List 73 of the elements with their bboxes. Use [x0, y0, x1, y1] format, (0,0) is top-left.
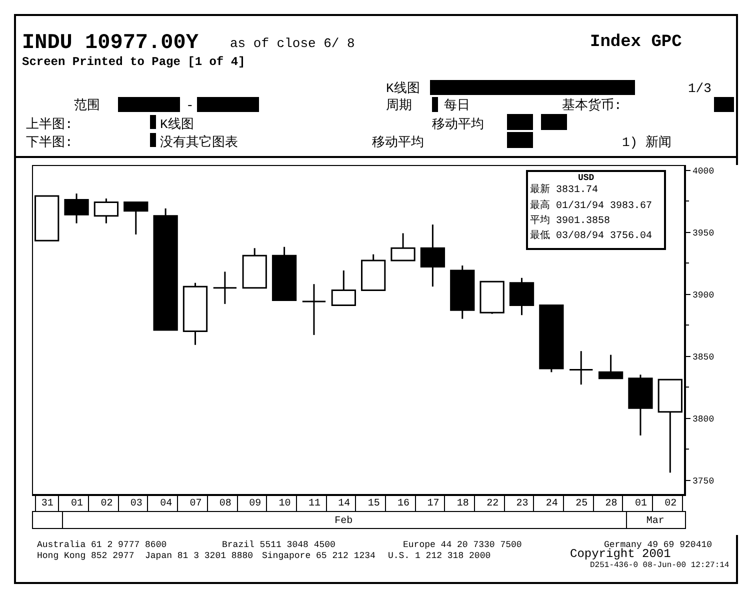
x-tick-label: 15: [368, 498, 380, 510]
x-tick-label: 11: [308, 498, 320, 510]
x-tick-label: 10: [278, 498, 291, 510]
x-tick-label: 01: [634, 498, 647, 510]
x-tick-label: 17: [427, 498, 440, 510]
text: 每日: [444, 98, 470, 113]
x-tick-label: 31: [41, 498, 54, 510]
x-tick-label: 18: [456, 498, 469, 510]
y-tick-label: 3850: [692, 352, 714, 363]
text: 移动平均: [432, 117, 484, 132]
y-tick-label: 4000: [692, 166, 714, 176]
candlestick: [124, 201, 148, 236]
text: Europe 44 20 7330 7500: [403, 540, 522, 550]
text: 周期: [386, 98, 412, 113]
x-tick-label: 04: [160, 498, 172, 510]
text: 上半图:: [26, 117, 73, 132]
text: as of close 6/ 8: [230, 36, 355, 51]
annotation: 平均 3901.3858: [530, 216, 610, 227]
x-tick-label: 09: [249, 498, 262, 510]
text: K线图: [386, 81, 420, 96]
annotation: USD: [578, 173, 594, 183]
text: Singapore 65 212 1234: [262, 551, 376, 561]
text: D251-436-0 08-Jun-00 12:27:14: [590, 561, 730, 570]
candlestick: [212, 270, 238, 305]
text: K线图: [160, 117, 194, 132]
text: -: [186, 98, 194, 113]
text: Australia 61 2 9777 8600: [37, 540, 167, 550]
candlestick: [302, 283, 326, 336]
candlestick: [598, 354, 624, 380]
x-tick-label: 03: [130, 498, 142, 510]
text: 下半图:: [26, 135, 73, 150]
y-tick-label: 3950: [692, 228, 714, 238]
y-tick-label: 3900: [692, 290, 714, 301]
x-tick-label: 08: [219, 498, 232, 510]
text: 基本货币:: [562, 98, 622, 113]
annotation: 最新 3831.74: [530, 185, 598, 196]
text: 范围: [74, 98, 100, 113]
candlestick: [420, 224, 446, 288]
x-tick-label: 02: [100, 498, 113, 510]
x-tick-label: 24: [546, 498, 558, 510]
annotation: 最低 03/08/94 3756.04: [530, 231, 652, 242]
chart-subtitle: Screen Printed to Page [1 of 4]: [22, 55, 246, 69]
x-tick-label: 25: [576, 498, 588, 510]
text: Brazil 5511 3048 4500: [222, 540, 336, 550]
x-tick-label: 28: [605, 498, 618, 510]
x-tick-label: 07: [190, 498, 202, 510]
x-tick-label: 14: [338, 498, 350, 510]
x-tick-label: 23: [516, 498, 528, 510]
chart-title: INDU 10977.00Y: [22, 32, 198, 55]
text: Mar: [646, 516, 664, 527]
candlestick: [94, 198, 119, 224]
candlestick: [390, 232, 416, 262]
x-tick-label: 02: [664, 498, 677, 510]
annotation: 最高 01/31/94 3983.67: [530, 201, 652, 212]
text: Hong Kong 852 2977: [37, 551, 134, 561]
text: Germany 49 69 920410: [604, 540, 712, 550]
x-tick-label: 22: [486, 498, 499, 510]
y-tick-label: 3800: [692, 414, 714, 425]
text: Japan 81 3 3201 8880: [145, 551, 254, 561]
candlestick: [568, 350, 594, 386]
text: Feb: [334, 515, 353, 527]
candlestick: [509, 277, 534, 316]
y-tick-label: 3750: [692, 476, 714, 487]
text: 1) 新闻: [622, 135, 672, 150]
candlestick: [331, 270, 356, 306]
text: 没有其它图表: [160, 135, 238, 150]
x-tick-label: 01: [71, 498, 84, 510]
text: Index GPC: [590, 33, 682, 52]
text: 移动平均: [372, 135, 424, 150]
text: U.S. 1 212 318 2000: [388, 551, 491, 561]
candlestick: [64, 192, 89, 224]
text: 1/3: [688, 81, 712, 96]
x-tick-label: 16: [398, 498, 410, 510]
